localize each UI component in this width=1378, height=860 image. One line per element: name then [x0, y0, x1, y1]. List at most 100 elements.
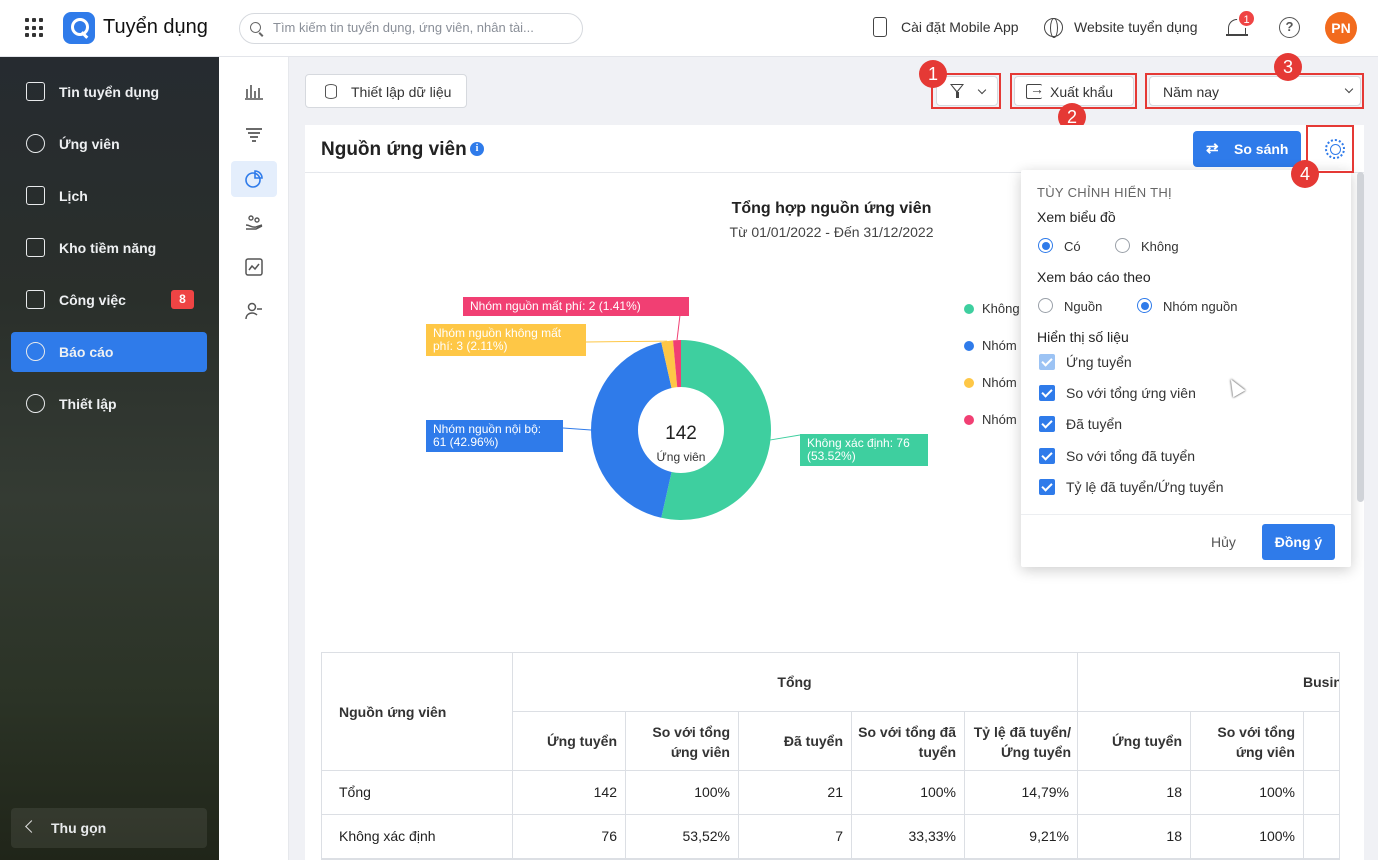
metric-checkbox[interactable] [1039, 479, 1055, 495]
sidebar-item-talent-pool[interactable]: Kho tiềm năng [11, 228, 207, 268]
pie-slice[interactable] [661, 340, 678, 389]
sidebar-item-calendar[interactable]: Lịch [11, 176, 207, 216]
metric-label[interactable]: Đã tuyển [1066, 416, 1123, 432]
chart-subtitle: Từ 01/01/2022 - Đến 31/12/2022 [729, 224, 934, 240]
help-icon[interactable]: ? [1279, 17, 1300, 38]
table-column-header: So với tổng đã tuyển [858, 724, 956, 760]
table-cell: 14,79% [1021, 784, 1069, 800]
popup-footer: Hủy Đồng ý [1021, 514, 1351, 567]
period-select[interactable]: Năm nay [1149, 76, 1361, 106]
export-button[interactable]: Xuất khẩu [1014, 76, 1134, 106]
hand-coins-report-button[interactable] [231, 205, 277, 241]
chart-data-label: Nhóm nguồn mất phí: 2 (1.41%) [463, 297, 689, 316]
user-minus-report-button[interactable] [231, 293, 277, 329]
leader-line [585, 340, 668, 343]
table-column-header: Tỷ lệ đã tuyển/ Ứng tuyển [973, 724, 1071, 760]
legend-swatch [964, 341, 974, 351]
sidebar-item-reports[interactable]: Báo cáo [11, 332, 207, 372]
funnel-report-button[interactable] [231, 117, 277, 153]
search-input[interactable] [273, 20, 573, 35]
table-divider [1190, 711, 1191, 859]
mobile-app-link[interactable]: Cài đặt Mobile App [901, 19, 1019, 35]
avatar[interactable]: PN [1325, 12, 1357, 44]
report-by-group-label[interactable]: Nhóm nguồn [1163, 299, 1238, 314]
collapse-label: Thu gọn [51, 820, 107, 836]
notification-badge: 1 [1237, 9, 1256, 28]
metrics-label: Hiển thị số liệu [1037, 329, 1129, 345]
view-chart-no-radio[interactable] [1115, 238, 1130, 253]
report-table: Nguồn ứng viên Tổng Busin Ứng tuyển So v… [321, 652, 1340, 860]
annotation-box-filter [931, 73, 1001, 109]
cancel-button[interactable]: Hủy [1211, 534, 1236, 550]
bar-chart-icon [245, 85, 263, 100]
filter-button[interactable] [936, 76, 998, 106]
table-column-header: Đã tuyển [783, 733, 843, 749]
metric-label[interactable]: So với tổng đã tuyển [1066, 448, 1196, 464]
website-link[interactable]: Website tuyển dụng [1074, 19, 1198, 35]
page-title: Nguồn ứng viên [321, 139, 467, 160]
report-by-source-radio[interactable] [1038, 298, 1053, 313]
compare-label: So sánh [1234, 141, 1289, 157]
metric-label[interactable]: So với tổng ứng viên [1066, 385, 1196, 401]
scrollbar[interactable] [1357, 172, 1364, 502]
report-by-label: Xem báo cáo theo [1037, 269, 1151, 285]
table-cell: 100% [694, 784, 730, 800]
table-cell: 100% [920, 784, 956, 800]
table-divider [625, 711, 626, 859]
setup-data-label: Thiết lập dữ liệu [351, 84, 452, 100]
sidebar-item-job-posts[interactable]: Tin tuyển dụng [11, 72, 207, 112]
table-cell: 33,33% [908, 828, 956, 844]
calendar-icon [26, 186, 45, 205]
metric-checkbox[interactable] [1039, 385, 1055, 401]
donut-chart: 142 Ứng viên [562, 314, 801, 520]
trend-report-button[interactable] [231, 249, 277, 285]
bar-chart-report-button[interactable] [231, 73, 277, 109]
sidebar-item-candidates[interactable]: Ứng viên [11, 124, 207, 164]
legend-item[interactable]: Nhóm [982, 375, 1017, 390]
pie-report-button[interactable] [231, 161, 277, 197]
metric-checkbox[interactable] [1039, 416, 1055, 432]
legend-item[interactable]: Không [982, 301, 1020, 316]
search-box[interactable] [239, 13, 583, 44]
pie-slice[interactable] [673, 340, 681, 388]
report-by-source-label[interactable]: Nguồn [1064, 299, 1103, 314]
sidebar-item-label: Ứng viên [59, 136, 120, 152]
popup-caption: TÙY CHỈNH HIỂN THỊ [1037, 185, 1172, 200]
pie-slice[interactable] [591, 342, 672, 518]
confirm-button[interactable]: Đồng ý [1262, 524, 1335, 560]
metric-checkbox[interactable] [1039, 448, 1055, 464]
table-divider [322, 814, 1339, 815]
table-cell: 7 [835, 828, 843, 844]
metric-label[interactable]: Tỷ lệ đã tuyển/Ứng tuyển [1066, 479, 1224, 495]
compare-button[interactable]: ⇄ So sánh [1193, 131, 1301, 167]
card-header: Nguồn ứng viên i ⇄ So sánh [305, 125, 1364, 173]
sidebar-item-tasks[interactable]: Công việc 8 [11, 280, 207, 320]
mobile-phone-icon [873, 17, 887, 37]
collapse-sidebar-button[interactable]: Thu gọn [11, 808, 207, 848]
pie-chart-icon [245, 170, 263, 188]
sidebar-item-label: Tin tuyển dụng [59, 84, 160, 100]
table-cell: 53,52% [682, 828, 730, 844]
view-chart-yes-radio[interactable] [1038, 238, 1053, 253]
tasks-count-badge: 8 [171, 290, 194, 309]
legend-item[interactable]: Nhóm [982, 338, 1017, 353]
legend-item[interactable]: Nhóm [982, 412, 1017, 427]
database-icon [325, 84, 337, 99]
sidebar-item-settings[interactable]: Thiết lập [11, 384, 207, 424]
legend-swatch [964, 415, 974, 425]
line-chart-icon [245, 258, 263, 276]
view-chart-yes-label[interactable]: Có [1064, 239, 1081, 254]
legend-swatch [964, 378, 974, 388]
view-chart-no-label[interactable]: Không [1141, 239, 1179, 254]
table-header: Nguồn ứng viên [339, 704, 447, 720]
setup-data-button[interactable]: Thiết lập dữ liệu [305, 74, 467, 108]
newspaper-icon [26, 82, 45, 101]
table-divider [512, 711, 1339, 712]
apps-grid-icon[interactable] [25, 18, 45, 38]
table-column-header: So với tổng ứng viên [1217, 724, 1295, 760]
pie-slice[interactable] [661, 340, 771, 520]
chart-data-label: Không xác định: 76 (53.52%) [800, 434, 928, 466]
info-icon[interactable]: i [470, 142, 484, 156]
report-by-group-radio[interactable] [1137, 298, 1152, 313]
display-settings-button[interactable] [1318, 132, 1352, 166]
